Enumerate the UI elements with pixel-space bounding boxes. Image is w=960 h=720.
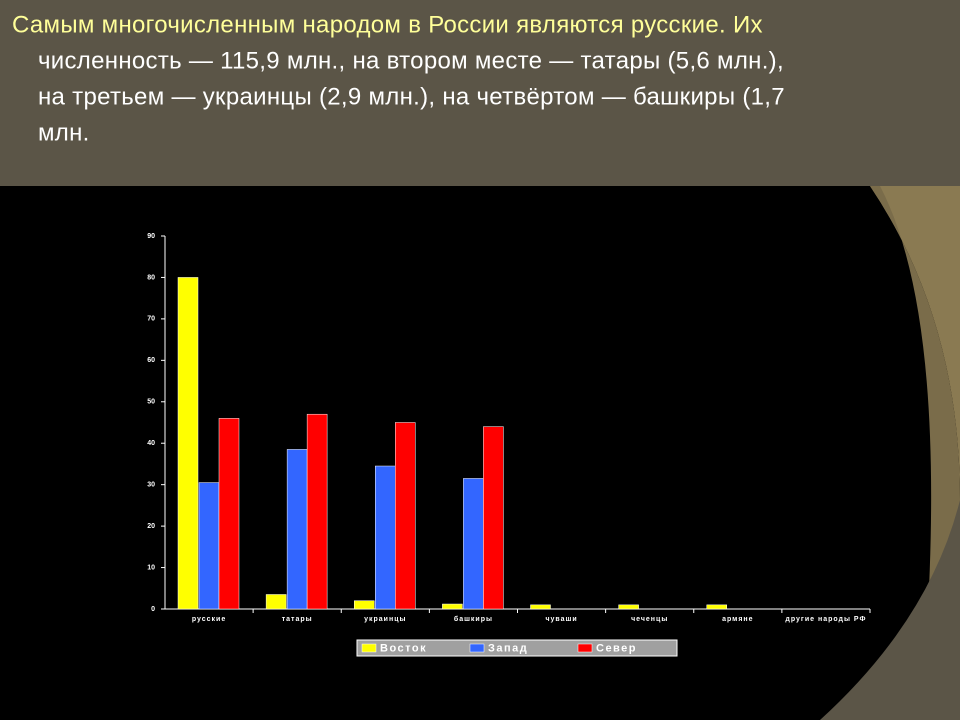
bar xyxy=(618,604,639,610)
y-tick-label: 50 xyxy=(147,399,155,406)
y-tick-label: 40 xyxy=(147,440,155,447)
x-tick-label: чуваши xyxy=(545,616,577,623)
y-tick-label: 80 xyxy=(147,274,155,281)
title-line: численность — 115,9 млн., на втором мест… xyxy=(38,47,784,74)
bar xyxy=(395,422,416,610)
legend-box xyxy=(356,639,678,657)
bar xyxy=(375,465,396,610)
bar xyxy=(442,603,463,610)
decor-curve xyxy=(870,186,960,500)
bar xyxy=(177,277,199,610)
legend-label: Север xyxy=(596,642,637,654)
bar xyxy=(198,482,220,610)
legend-label: Восток xyxy=(380,642,427,654)
chart-background xyxy=(0,186,960,720)
legend-swatch xyxy=(469,643,485,653)
bar xyxy=(265,594,287,610)
x-tick-label: татары xyxy=(282,616,313,623)
y-tick-label: 0 xyxy=(151,606,155,613)
title-line: Самым многочисленным народом в России яв… xyxy=(12,11,763,38)
legend-swatch xyxy=(361,643,377,653)
decor-corner xyxy=(820,500,960,720)
y-tick-label: 90 xyxy=(147,233,155,240)
y-tick-label: 30 xyxy=(147,482,155,489)
bar xyxy=(218,418,240,610)
title-line: на третьем — украинцы (2,9 млн.), на чет… xyxy=(38,83,785,110)
x-tick-label: чеченцы xyxy=(631,616,668,623)
legend-label: Запад xyxy=(488,642,528,654)
x-tick-label: армяне xyxy=(722,616,753,623)
y-tick-label: 20 xyxy=(147,523,155,530)
bar xyxy=(706,604,727,610)
bar xyxy=(306,413,328,610)
x-tick-label: башкиры xyxy=(454,615,493,623)
title-line: млн. xyxy=(38,119,90,146)
bar xyxy=(483,426,504,610)
x-tick-label: другие народы РФ xyxy=(785,616,866,623)
bar xyxy=(463,478,484,610)
legend-swatch xyxy=(577,643,593,653)
y-tick-label: 10 xyxy=(147,564,155,571)
y-tick-label: 60 xyxy=(147,357,155,364)
x-tick-label: украинцы xyxy=(364,616,406,623)
y-tick-label: 70 xyxy=(147,316,155,323)
bar xyxy=(286,449,308,610)
x-tick-label: русские xyxy=(192,616,226,623)
bar xyxy=(530,604,551,610)
bar xyxy=(354,600,375,610)
